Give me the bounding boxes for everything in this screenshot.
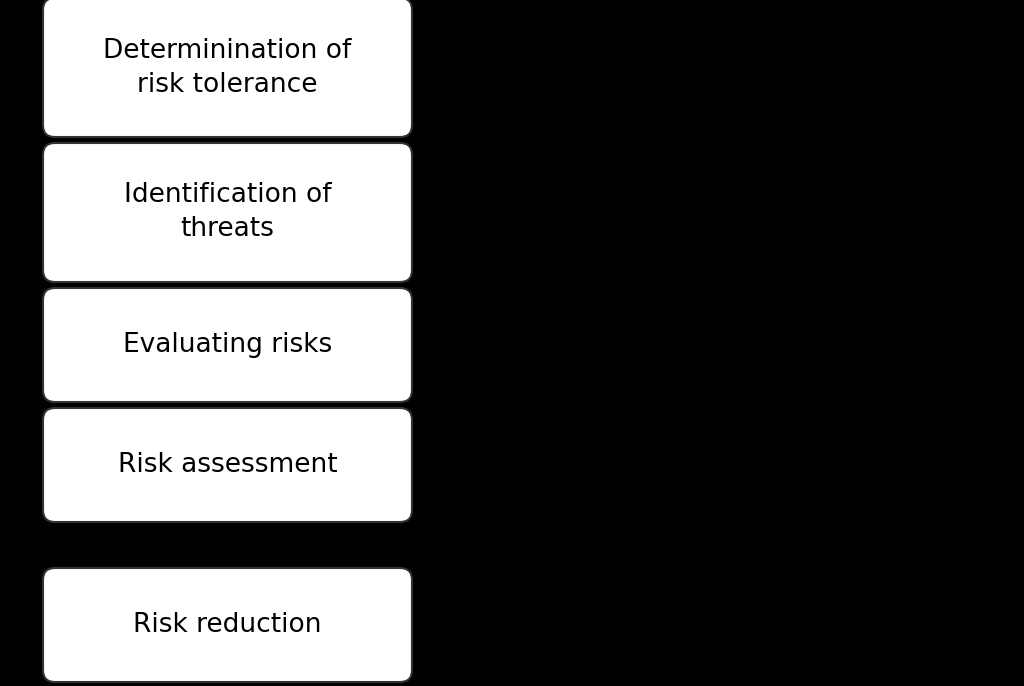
Text: Determinination of
risk tolerance: Determinination of risk tolerance: [103, 38, 351, 97]
Text: Risk assessment: Risk assessment: [118, 452, 337, 478]
Text: Identification of
threats: Identification of threats: [124, 182, 332, 242]
FancyBboxPatch shape: [43, 408, 412, 522]
FancyBboxPatch shape: [43, 568, 412, 682]
Text: Evaluating risks: Evaluating risks: [123, 332, 332, 358]
FancyBboxPatch shape: [43, 288, 412, 402]
FancyBboxPatch shape: [43, 0, 412, 137]
FancyBboxPatch shape: [43, 143, 412, 282]
Text: Risk reduction: Risk reduction: [133, 612, 322, 638]
